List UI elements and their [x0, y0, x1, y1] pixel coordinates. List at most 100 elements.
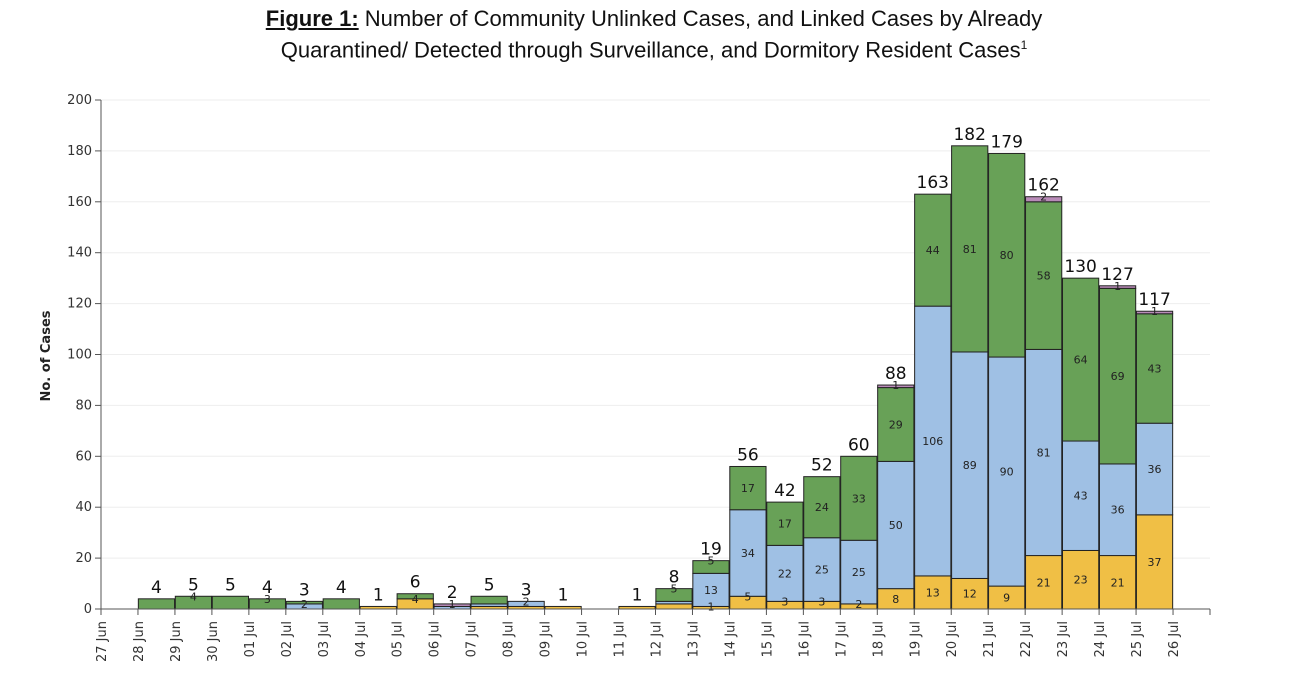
segment-value-label: 25: [852, 566, 866, 579]
bar-segment-purple-27: [1098, 285, 1137, 289]
x-tick-label: 26 Jul: [1167, 621, 1182, 657]
segment-value-label: 3: [264, 593, 271, 606]
bar-total-label: 19: [700, 540, 722, 560]
segment-value-label: 43: [1148, 362, 1162, 375]
segment-value-label: 17: [741, 482, 755, 495]
bar-segment-green-24: [988, 152, 1026, 358]
bar-segment-blue-28: [1135, 422, 1174, 516]
segment-value-label: 23: [1074, 574, 1088, 587]
segment-value-label: 5: [670, 583, 677, 596]
bar-segment-blue-17: [729, 509, 767, 597]
bar-segment-yellow-27: [1098, 555, 1137, 610]
x-tick-label: 11 Jul: [613, 621, 628, 657]
segment-value-label: 90: [1000, 466, 1014, 479]
bar-segment-green-18: [766, 501, 804, 546]
bar-segment-blue-23: [951, 351, 989, 579]
y-tick-label: 0: [84, 602, 92, 617]
bar-total-label: 130: [1064, 257, 1096, 277]
bar-segment-purple-28: [1135, 310, 1174, 315]
y-axis-label: No. of Cases: [39, 310, 54, 401]
x-tick-label: 19 Jul: [908, 621, 923, 657]
bar-total-label: 5: [484, 575, 495, 595]
x-tick-label: 03 Jul: [317, 621, 332, 657]
x-tick-label: 27 Jun: [95, 621, 110, 662]
bar-total-label: 4: [151, 578, 162, 598]
bar-segment-green-22: [914, 193, 952, 307]
segment-value-label: 1: [449, 598, 456, 611]
segment-value-label: 5: [744, 590, 751, 603]
segment-value-label: 69: [1111, 370, 1125, 383]
bar-segment-green-23: [951, 145, 989, 353]
bar-segment-green-26: [1062, 277, 1100, 442]
y-tick-label: 180: [67, 144, 92, 159]
bar-segment-green-5: [285, 600, 323, 605]
bar-total-label: 4: [336, 578, 347, 598]
y-tick-label: 80: [75, 398, 92, 413]
bar-segment-purple-25: [1025, 196, 1063, 203]
x-tick-label: 01 Jul: [243, 621, 258, 657]
bar-segment-yellow-26: [1062, 549, 1100, 610]
segment-value-label: 21: [1037, 576, 1051, 589]
bar-total-label: 88: [885, 364, 907, 384]
segment-labels: 4 3 2 4 1 25113553417322173252422533850291131…: [190, 191, 1162, 614]
segment-value-label: 25: [815, 564, 829, 577]
segment-value-label: 4: [412, 593, 419, 606]
bar-total-label: 117: [1138, 290, 1170, 310]
x-tick-label: 28 Jun: [132, 621, 147, 662]
segment-value-label: 2: [523, 595, 530, 608]
x-tick-label: 24 Jul: [1093, 621, 1108, 657]
x-tick-label: 08 Jul: [502, 621, 517, 657]
bar-segment-blue-19: [803, 537, 841, 602]
x-tick-label: 17 Jul: [834, 621, 849, 657]
segment-value-label: 80: [1000, 249, 1014, 262]
segment-value-label: 21: [1111, 576, 1125, 589]
x-tick-label: 29 Jun: [169, 621, 184, 662]
bar-segment-blue-16: [692, 572, 730, 607]
segment-value-label: 1: [1114, 280, 1121, 293]
bar-segment-green-6: [322, 598, 360, 610]
x-tick-label: 02 Jul: [280, 621, 295, 657]
segment-value-label: 2: [1040, 191, 1047, 204]
bar-segment-green-10: [470, 595, 508, 605]
x-tick-label: 06 Jul: [428, 621, 443, 657]
bar-total-label: 56: [737, 445, 759, 465]
y-tick-label: 100: [67, 348, 92, 363]
bar-total-label: 1: [373, 585, 384, 605]
title-line-1: Number of Community Unlinked Cases, and …: [364, 6, 1043, 31]
bar-segment-yellow-25: [1025, 555, 1063, 610]
bar-total-label: 8: [669, 568, 680, 588]
y-tick-label: 120: [67, 297, 92, 312]
segment-value-label: 106: [922, 435, 943, 448]
segment-value-label: 33: [852, 492, 866, 505]
x-tick-label: 25 Jul: [1130, 621, 1145, 657]
x-tick-label: 16 Jul: [797, 621, 812, 657]
segment-value-label: 37: [1148, 556, 1162, 569]
segment-value-label: 36: [1148, 463, 1162, 476]
bar-total-label: 127: [1101, 265, 1133, 285]
segment-value-label: 2: [855, 598, 862, 611]
y-tick-label: 40: [75, 500, 92, 515]
bar-total-label: 5: [188, 575, 199, 595]
segment-value-label: 64: [1074, 354, 1088, 367]
x-tick-label: 10 Jul: [576, 621, 591, 657]
figure-label: Figure 1:: [265, 6, 359, 31]
segment-value-label: 13: [704, 584, 718, 597]
bar-total-label: 60: [848, 435, 870, 455]
bar-total-label: 163: [917, 173, 949, 193]
bar-segment-green-17: [729, 465, 767, 511]
segment-value-label: 5: [707, 555, 714, 568]
bar-total-label: 2: [447, 583, 458, 603]
bar-total-label: 1: [632, 585, 643, 605]
segment-value-label: 1: [1151, 305, 1158, 318]
bar-segment-green-25: [1025, 201, 1063, 350]
bar-segment-green-1: [137, 598, 176, 610]
bar-segment-purple-21: [877, 384, 915, 389]
segment-value-label: 81: [963, 243, 977, 256]
y-tick-label: 60: [75, 449, 92, 464]
segment-value-label: 17: [778, 518, 792, 531]
x-tick-label: 21 Jul: [982, 621, 997, 657]
segment-value-label: 9: [1003, 592, 1010, 605]
segment-value-label: 3: [781, 595, 788, 608]
segment-value-label: 4: [190, 590, 197, 603]
